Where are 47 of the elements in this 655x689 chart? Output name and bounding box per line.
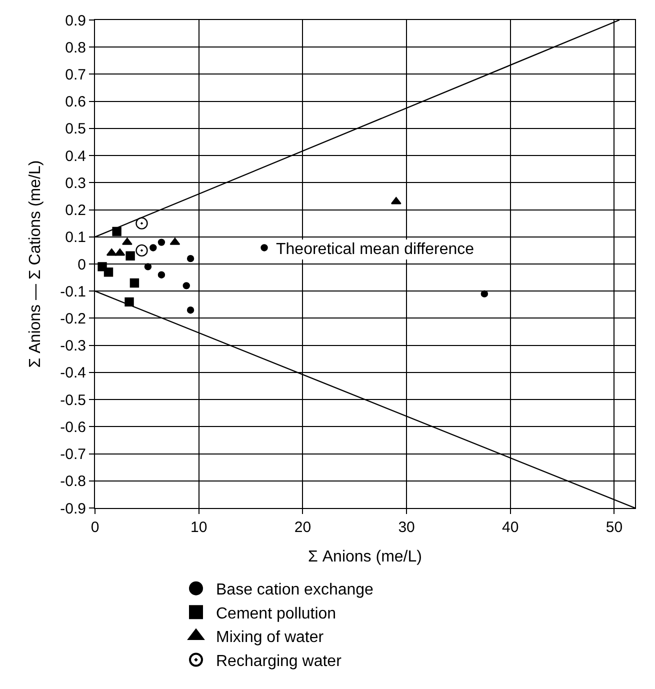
point: [130, 278, 140, 288]
point: [158, 238, 166, 246]
y-tick-label: 0: [78, 256, 86, 274]
y-tick-label: -0.6: [60, 418, 86, 436]
y-tick-label: -0.1: [60, 283, 86, 300]
y-tick-label: -0.3: [60, 338, 86, 355]
y-tick-label: -0.5: [60, 392, 86, 409]
y-tick-label: 0.7: [65, 66, 86, 84]
y-tick-label: 0.4: [65, 148, 86, 165]
x-tick-label: 20: [294, 519, 312, 536]
point: [158, 271, 166, 278]
legend-label: Cement pollution: [216, 605, 336, 622]
point: [126, 251, 135, 260]
y-tick-label: 0.1: [65, 229, 86, 246]
y-tick-label: 0.5: [65, 120, 86, 138]
x-tick-label: 0: [90, 519, 100, 536]
y-tick-label: -0.8: [60, 473, 86, 490]
point: [186, 254, 194, 262]
point: [150, 244, 157, 252]
point: [136, 244, 148, 257]
x-tick-label: 50: [606, 519, 623, 536]
legend-label: Base cation exchange: [216, 582, 374, 599]
legend-label: Mixing of water: [216, 629, 324, 646]
x-tick-label: 10: [190, 519, 208, 536]
point: [144, 263, 152, 270]
x-tick-label: 40: [502, 519, 519, 536]
point: [182, 282, 190, 290]
annotation: Theoretical mean difference: [276, 241, 474, 258]
point: [136, 217, 148, 230]
legend-label: Recharging water: [216, 652, 342, 670]
point: [104, 268, 114, 277]
point: [112, 226, 122, 236]
y-tick-label: 0.3: [65, 174, 86, 192]
point: [260, 244, 268, 252]
y-tick-label: -0.2: [60, 310, 86, 328]
point: [186, 306, 194, 314]
y-tick-label: 0.9: [65, 12, 86, 30]
y-tick-label: -0.7: [60, 446, 86, 464]
y-tick-label: -0.9: [60, 500, 86, 518]
x-tick-label: 30: [398, 519, 415, 536]
y-tick-label: 0.6: [65, 94, 86, 111]
point: [480, 290, 488, 298]
y-tick-label: 0.2: [65, 202, 86, 220]
y-axis-title: Σ Anions — Σ Cations (me/L): [27, 160, 44, 368]
x-axis-title: Σ Anions (me/L): [308, 548, 422, 566]
y-tick-label: 0.8: [65, 39, 86, 56]
y-tick-label: -0.4: [60, 364, 86, 382]
